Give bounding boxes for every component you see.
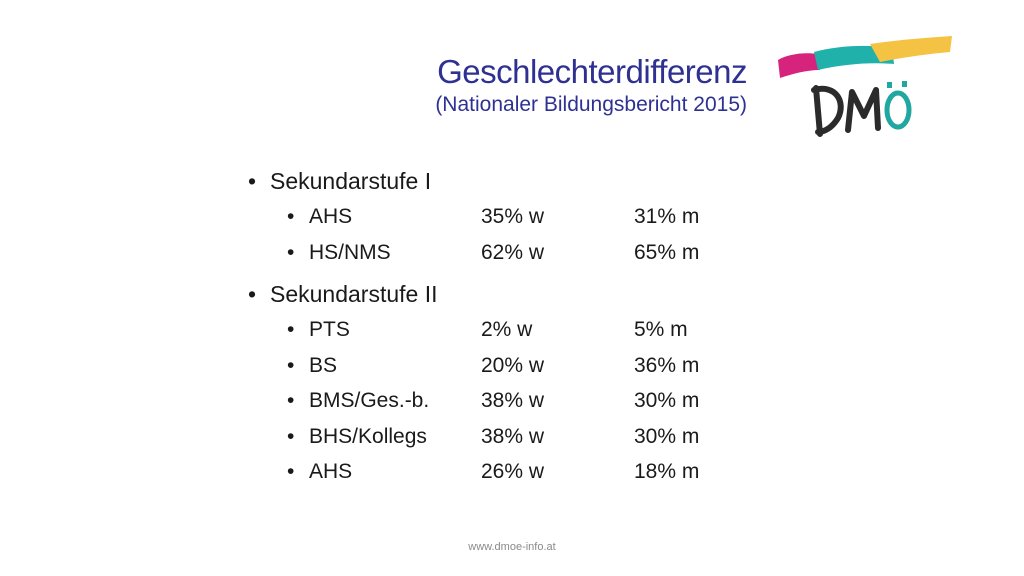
group-heading: • Sekundarstufe I [248,163,438,199]
logo-letter-m [845,87,881,133]
school-type: PTS [309,318,350,341]
female-share: 38% w [481,424,545,448]
group-heading: • Sekundarstufe II [248,276,438,312]
female-share: 26% w [481,460,545,483]
list-item: • AHS 35% w 31% m [248,199,699,235]
list-item: • PTS 2% w 5% m [248,312,688,348]
logo-umlaut-dot-left [887,82,892,88]
female-share: 62% w [481,240,545,264]
school-type: BMS/Ges.-b. [309,389,430,412]
logo-yellow-stroke [870,36,952,62]
school-type: BHS/Kollegs [309,424,427,448]
logo-teal-stroke [814,45,894,70]
list-item: • BMS/Ges.-b. 38% w 30% m [248,383,699,419]
bullet-icon: • [248,281,257,307]
male-share: 31% m [634,205,700,228]
list-item: • AHS 26% w 18% m [248,454,699,490]
male-share: 65% m [634,240,700,264]
male-share: 5% m [634,318,688,341]
school-type: AHS [309,460,353,483]
school-type: HS/NMS [309,240,391,264]
male-share: 36% m [634,353,700,377]
list-item: • BS 20% w 36% m [248,348,699,384]
school-type: BS [309,353,338,377]
bullet-icon: • [287,424,295,448]
bullet-icon: • [248,168,257,194]
school-type: AHS [309,205,353,228]
footer-url: www.dmoe-info.at [468,541,556,553]
male-share: 18% m [634,460,700,483]
bullet-icon: • [287,205,295,228]
male-share: 30% m [634,389,700,412]
logo-umlaut-dot-right [902,81,907,87]
title-block: Geschlechterdifferenz (Nationaler Bildun… [435,52,747,118]
slide-title: Geschlechterdifferenz [437,53,747,90]
group-label: Sekundarstufe II [270,281,438,307]
female-share: 20% w [481,353,545,377]
content-list: • Sekundarstufe I • AHS 35% w 31% m • HS… [248,163,699,490]
bullet-icon: • [287,460,295,483]
logo-letter-d [811,85,844,137]
bullet-icon: • [287,353,295,377]
logo-letter-o [884,90,912,130]
male-share: 30% m [634,424,700,448]
list-item: • HS/NMS 62% w 65% m [248,235,699,271]
female-share: 38% w [481,389,545,412]
group-label: Sekundarstufe I [270,168,432,194]
list-item: • BHS/Kollegs 38% w 30% m [248,419,699,455]
bullet-icon: • [287,240,295,264]
bullet-icon: • [287,389,295,412]
slide-subtitle: (Nationaler Bildungsbericht 2015) [435,93,747,116]
dmoe-logo [778,36,952,137]
logo-pink-stroke [778,53,820,78]
bullet-icon: • [287,318,295,341]
female-share: 35% w [481,205,545,228]
female-share: 2% w [481,318,533,341]
